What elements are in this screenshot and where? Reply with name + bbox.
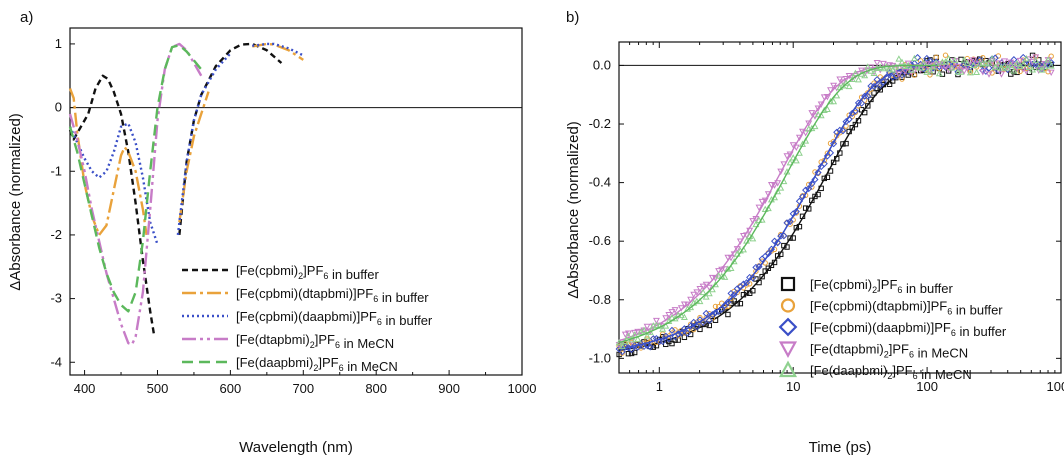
panel-b-xtick-label-0: 1 bbox=[656, 379, 663, 394]
panel-b-tag: b) bbox=[566, 9, 579, 26]
panel-a-xlabel: Wavelength (nm) bbox=[239, 439, 353, 456]
panel-b-point bbox=[698, 315, 702, 319]
panel-b-chart: 1 10 100 1000 0.0 -0.2 -0.4 -0.6 -0.8 -1.0 Time (… bbox=[565, 42, 1064, 456]
panel-b-ytick-label-1: -0.2 bbox=[589, 116, 611, 131]
panel-a-xtick-label-3: 700 bbox=[292, 381, 314, 396]
panel-b-legend-marker-0 bbox=[782, 278, 794, 290]
panel-a-series-fe-daapbmi-2-pf6-in-mecn-seg-0 bbox=[70, 45, 201, 311]
panel-a-series-fe-dtapbmi-2-pf6-in-mecn-seg-0 bbox=[70, 44, 201, 345]
panel-b-xtick-label-3: 1000 bbox=[1047, 379, 1064, 394]
panel-b-point bbox=[726, 312, 730, 316]
panel-b-point bbox=[943, 59, 948, 64]
panel-a-xtick-label-4: 800 bbox=[365, 381, 387, 396]
panel-b-point bbox=[943, 53, 947, 57]
panel-b-ylabel: ΔAbsorbance (normalized) bbox=[565, 121, 582, 299]
panel-b-point bbox=[682, 335, 686, 339]
panel-a-legend-label-3: [Fe(dtapbmi)2]PF6 in MeCN bbox=[236, 332, 394, 351]
panel-a-series-fe-cpbmi-2-pf6-in-buffer-seg-1 bbox=[179, 44, 281, 235]
panel-a-legend-label-2: [Fe(cpbmi)(daapbmi)]PF6 in buffer bbox=[236, 309, 433, 328]
panel-a-xtick-label-5: 900 bbox=[438, 381, 460, 396]
panel-a-ytick-label-4: -3 bbox=[50, 291, 62, 306]
panel-b-point bbox=[1018, 69, 1022, 73]
panel-b-ytick-label-2: -0.4 bbox=[589, 175, 611, 190]
panel-b-legend-label-4: [Fe(daapbmi)2]PF6 in MeCN bbox=[810, 363, 972, 382]
panel-b-point bbox=[1049, 70, 1054, 75]
panel-b-xlabel: Time (ps) bbox=[809, 439, 872, 456]
panel-b-legend: [Fe(cpbmi)2]PF6 in buffer [Fe(cpbmi)(dtap… bbox=[780, 277, 1007, 382]
panel-b-point bbox=[980, 70, 985, 75]
panel-b-legend-label-1: [Fe(cpbmi)(dtapbmi)]PF6 in buffer bbox=[810, 299, 1003, 318]
panel-b-ytick-label-3: -0.6 bbox=[589, 233, 611, 248]
panel-b-xtick-label-1: 10 bbox=[786, 379, 800, 394]
panel-a-xtick-label-2: 600 bbox=[220, 381, 242, 396]
panel-a-ytick-label-2: -1 bbox=[50, 163, 62, 178]
panel-b-legend-marker-3 bbox=[781, 343, 795, 356]
panel-b-point bbox=[974, 70, 979, 75]
panel-b-point bbox=[896, 56, 901, 61]
panel-b-point bbox=[847, 84, 852, 89]
panel-b-legend-label-0: [Fe(cpbmi)2]PF6 in buffer bbox=[810, 277, 953, 296]
panel-a-tag: a) bbox=[20, 9, 33, 26]
panel-a-ytick-label-0: 1 bbox=[55, 36, 62, 51]
panel-b-ytick-label-0: 0.0 bbox=[593, 57, 611, 72]
panel-b-legend-marker-2 bbox=[780, 319, 796, 335]
panel-a-series-fe-cpbmi-daapbmi-pf6-in-buffer-seg-1 bbox=[178, 53, 230, 234]
panel-b-legend-label-3: [Fe(dtapbmi)2]PF6 in MeCN bbox=[810, 342, 968, 361]
panel-a-legend-label-4: [Fe(daapbmi)2]PF6 in MeCN bbox=[236, 355, 398, 374]
panel-b-ytick-label-5: -1.0 bbox=[589, 350, 611, 365]
panel-a-xtick-label-1: 500 bbox=[147, 381, 169, 396]
panel-b-point bbox=[999, 72, 1004, 77]
panel-b-legend-label-2: [Fe(cpbmi)(daapbmi)]PF6 in buffer bbox=[810, 320, 1007, 339]
panel-a-ytick-label-3: -2 bbox=[50, 227, 62, 242]
panel-a-xtick-label-0: 400 bbox=[74, 381, 96, 396]
panel-a-legend-label-0: [Fe(cpbmi)2]PF6 in buffer bbox=[236, 263, 379, 282]
panel-a-series-fe-cpbmi-dtapbmi-pf6-in-buffer-seg-0 bbox=[70, 88, 147, 234]
panel-b-point bbox=[874, 61, 879, 66]
panel-a-xtick-label-6: 1000 bbox=[508, 381, 537, 396]
panel-a-ytick-label-1: 0 bbox=[55, 100, 62, 115]
panel-b-point bbox=[700, 290, 705, 295]
panel-b-point bbox=[986, 72, 991, 77]
panel-a-legend: [Fe(cpbmi)2]PF6 in buffer [Fe(cpbmi)(dtap… bbox=[182, 263, 433, 374]
panel-b-ytick-label-4: -0.8 bbox=[589, 292, 611, 307]
panel-b-legend-marker-1 bbox=[782, 300, 794, 312]
panel-a-ylabel: ΔAbsorbance (normalized) bbox=[7, 113, 24, 291]
panel-a-ytick-label-5: -4 bbox=[50, 354, 62, 369]
panel-a-chart: 400 500 600 700 800 900 1000 1 0 -1 -2 -3 -4 Wavelen… bbox=[7, 28, 536, 456]
panel-b-point bbox=[856, 77, 861, 82]
panel-a-legend-label-1: [Fe(cpbmi)(dtapbmi)]PF6 in buffer bbox=[236, 286, 429, 305]
